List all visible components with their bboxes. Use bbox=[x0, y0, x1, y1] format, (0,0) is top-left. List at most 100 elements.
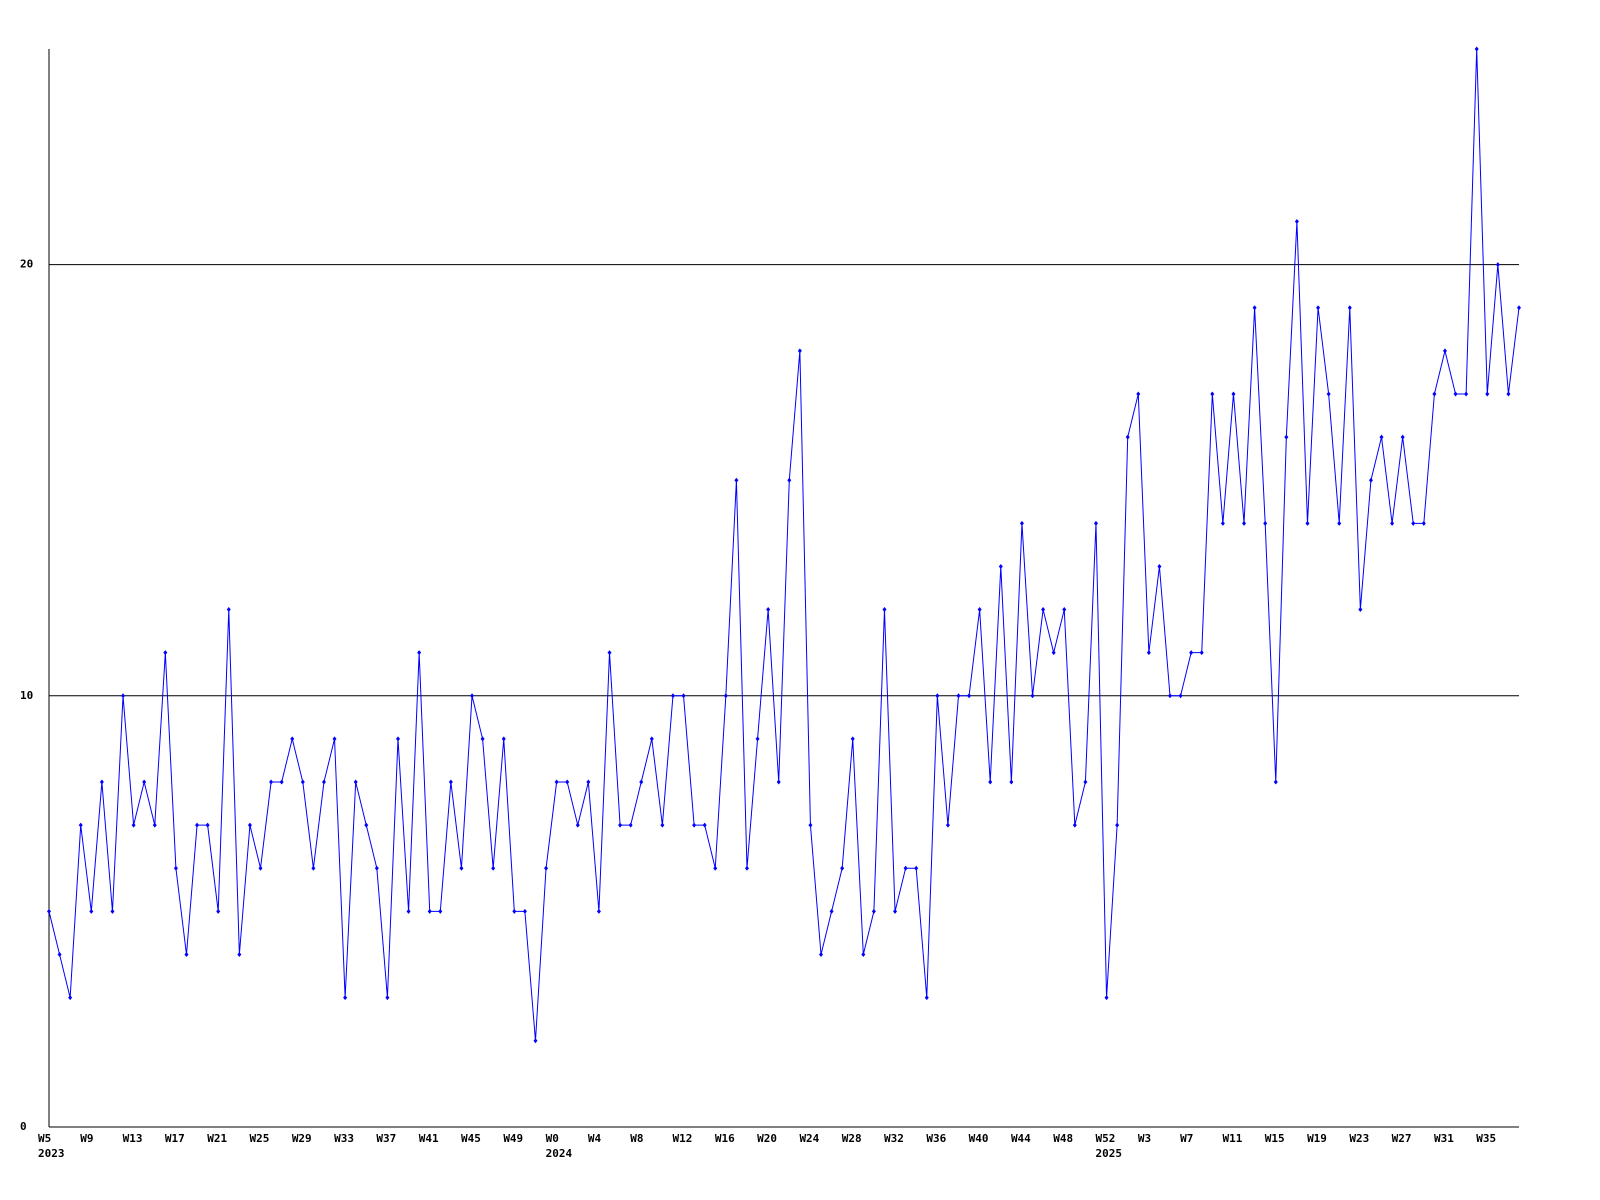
x-tick-label: W52 bbox=[1096, 1132, 1116, 1145]
data-point bbox=[988, 779, 993, 785]
data-point bbox=[544, 865, 549, 871]
data-point bbox=[1019, 520, 1024, 526]
data-point bbox=[1411, 520, 1416, 526]
data-point bbox=[1146, 650, 1151, 656]
data-point bbox=[850, 736, 855, 742]
x-tick-label: W28 bbox=[842, 1132, 862, 1145]
data-point bbox=[554, 779, 559, 785]
data-point bbox=[1231, 391, 1236, 397]
x-tick-label: W15 bbox=[1265, 1132, 1285, 1145]
data-point bbox=[438, 908, 443, 914]
data-point bbox=[882, 607, 887, 613]
x-tick-label: W48 bbox=[1053, 1132, 1073, 1145]
data-point bbox=[1294, 218, 1299, 224]
data-point bbox=[1464, 391, 1469, 397]
data-point bbox=[353, 779, 358, 785]
data-point bbox=[1072, 822, 1077, 828]
data-point bbox=[184, 952, 189, 958]
data-point bbox=[279, 779, 284, 785]
data-point bbox=[1093, 520, 1098, 526]
data-point bbox=[1421, 520, 1426, 526]
data-point bbox=[607, 650, 612, 656]
data-point bbox=[596, 908, 601, 914]
data-point bbox=[1252, 305, 1257, 311]
data-point bbox=[649, 736, 654, 742]
x-tick-label: W5 bbox=[38, 1132, 51, 1145]
data-point bbox=[1009, 779, 1014, 785]
x-tick-label: W19 bbox=[1307, 1132, 1327, 1145]
data-point bbox=[1220, 520, 1225, 526]
x-tick-label: W31 bbox=[1434, 1132, 1454, 1145]
data-point bbox=[470, 693, 475, 699]
data-point bbox=[1030, 693, 1035, 699]
data-point bbox=[68, 995, 73, 1001]
data-point bbox=[797, 348, 802, 354]
data-point bbox=[819, 952, 824, 958]
data-point bbox=[1104, 995, 1109, 1001]
data-point bbox=[1199, 650, 1204, 656]
data-point bbox=[1284, 434, 1289, 440]
data-point bbox=[1506, 391, 1511, 397]
data-point bbox=[459, 865, 464, 871]
x-tick-label: W25 bbox=[250, 1132, 270, 1145]
data-point bbox=[1326, 391, 1331, 397]
x-tick-label: W13 bbox=[123, 1132, 143, 1145]
data-point bbox=[205, 822, 210, 828]
data-point bbox=[776, 779, 781, 785]
data-point bbox=[956, 693, 961, 699]
x-tick-label: W27 bbox=[1392, 1132, 1412, 1145]
data-point bbox=[1062, 607, 1067, 613]
data-point bbox=[723, 693, 728, 699]
data-point bbox=[374, 865, 379, 871]
data-point bbox=[89, 908, 94, 914]
x-tick-label: W37 bbox=[376, 1132, 396, 1145]
data-point bbox=[448, 779, 453, 785]
data-point bbox=[258, 865, 263, 871]
data-point bbox=[1157, 563, 1162, 569]
data-point bbox=[1178, 693, 1183, 699]
data-point bbox=[427, 908, 432, 914]
data-point bbox=[628, 822, 633, 828]
x-tick-label: W32 bbox=[884, 1132, 904, 1145]
data-point bbox=[681, 693, 686, 699]
data-point bbox=[1495, 262, 1500, 268]
data-point bbox=[1125, 434, 1130, 440]
data-point bbox=[226, 607, 231, 613]
data-point bbox=[998, 563, 1003, 569]
data-point bbox=[755, 736, 760, 742]
data-point bbox=[565, 779, 570, 785]
x-tick-label: W49 bbox=[503, 1132, 523, 1145]
data-point bbox=[364, 822, 369, 828]
data-point bbox=[840, 865, 845, 871]
x-tick-label: W11 bbox=[1222, 1132, 1242, 1145]
data-point bbox=[766, 607, 771, 613]
data-point bbox=[121, 693, 126, 699]
data-point bbox=[512, 908, 517, 914]
data-point bbox=[332, 736, 337, 742]
data-point bbox=[829, 908, 834, 914]
data-point bbox=[1041, 607, 1046, 613]
data-point bbox=[1168, 693, 1173, 699]
x-tick-label: W44 bbox=[1011, 1132, 1031, 1145]
data-point bbox=[99, 779, 104, 785]
data-point bbox=[1453, 391, 1458, 397]
x-tick-label: W23 bbox=[1349, 1132, 1369, 1145]
data-point bbox=[1432, 391, 1437, 397]
data-point bbox=[195, 822, 200, 828]
x-year-label: 2023 bbox=[38, 1147, 65, 1160]
data-point bbox=[1263, 520, 1268, 526]
x-tick-label: W16 bbox=[715, 1132, 735, 1145]
data-point bbox=[1337, 520, 1342, 526]
data-point bbox=[300, 779, 305, 785]
data-point bbox=[945, 822, 950, 828]
data-point bbox=[1242, 520, 1247, 526]
data-point bbox=[269, 779, 274, 785]
data-point bbox=[247, 822, 252, 828]
data-point bbox=[216, 908, 221, 914]
data-point bbox=[660, 822, 665, 828]
data-point bbox=[744, 865, 749, 871]
data-point bbox=[173, 865, 178, 871]
data-point bbox=[385, 995, 390, 1001]
data-point bbox=[861, 952, 866, 958]
x-tick-label: W21 bbox=[207, 1132, 227, 1145]
